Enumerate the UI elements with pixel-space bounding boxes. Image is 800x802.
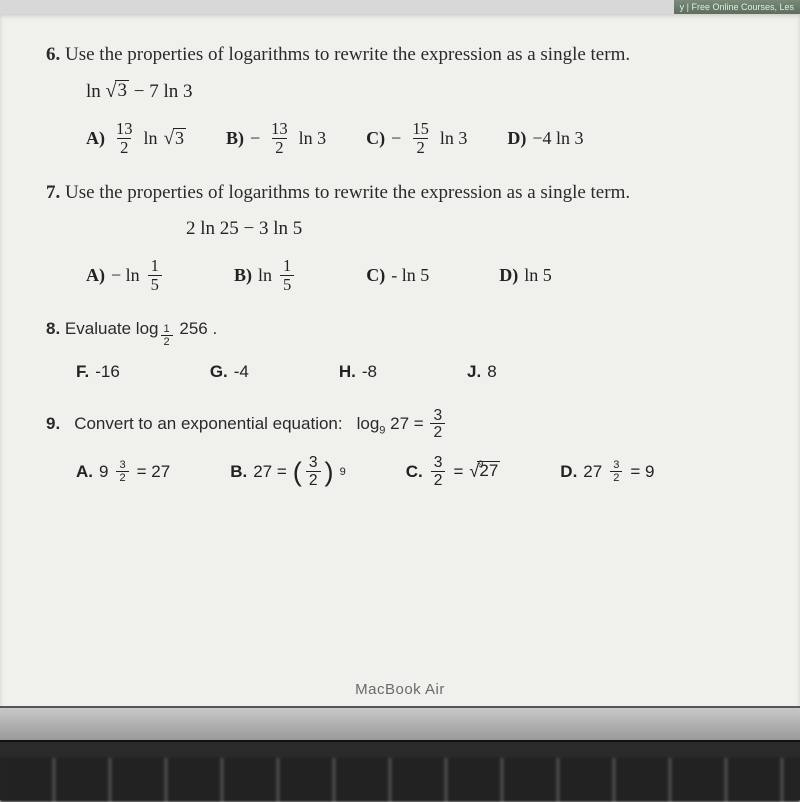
- q7-prompt: 7. Use the properties of logarithms to r…: [46, 182, 760, 204]
- q9-option-b: B. 27 = 329: [230, 455, 346, 488]
- q9-prompt: 9. Convert to an exponential equation: l…: [46, 408, 760, 441]
- q8-options: F.-16 G.-4 H.-8 J.8: [76, 362, 760, 382]
- q8-option-h: H.-8: [339, 362, 377, 382]
- q7-options: A) − ln 15 B) ln 15 C) - ln 5 D) ln 5: [86, 258, 760, 293]
- q7-text: Use the properties of logarithms to rewr…: [65, 182, 630, 203]
- q6-option-c: C) − 152 ln 3: [366, 121, 467, 156]
- question-9: 9. Convert to an exponential equation: l…: [46, 408, 760, 489]
- q6-text: Use the properties of logarithms to rewr…: [65, 44, 630, 65]
- q6-prompt: 6. Use the properties of logarithms to r…: [46, 44, 760, 66]
- macbook-label: MacBook Air: [0, 681, 800, 698]
- q8-prompt: 8. Evaluate log12 256 .: [46, 319, 760, 348]
- worksheet-page: 6. Use the properties of logarithms to r…: [0, 14, 800, 710]
- laptop-keyboard: [0, 740, 800, 800]
- q6-tail: − 7 ln 3: [134, 81, 193, 102]
- q6-option-a: A) 132 ln 3: [86, 121, 186, 156]
- q9-option-c: C. 32 = 927: [406, 455, 501, 488]
- q9-options: A. 932 = 27 B. 27 = 329 C. 32 = 927 D. 2…: [76, 455, 760, 488]
- q7-expression: 2 ln 25 − 3 ln 5: [186, 218, 760, 240]
- q8-option-g: G.-4: [210, 362, 249, 382]
- q6-number: 6.: [46, 44, 60, 65]
- q7-option-c: C) - ln 5: [366, 265, 429, 286]
- q9-option-d: D. 2732 = 9: [560, 460, 654, 484]
- q6-expression: ln 3 − 7 ln 3: [86, 80, 760, 103]
- q7-option-a: A) − ln 15: [86, 258, 164, 293]
- q8-option-j: J.8: [467, 362, 497, 382]
- q6-options: A) 132 ln 3 B) − 132 ln 3 C) − 152 ln 3 …: [86, 121, 760, 156]
- q6-option-b: B) − 132 ln 3: [226, 121, 326, 156]
- question-6: 6. Use the properties of logarithms to r…: [46, 44, 760, 156]
- q7-number: 7.: [46, 182, 60, 203]
- q7-option-d: D) ln 5: [499, 265, 552, 286]
- q6-ln: ln: [86, 81, 101, 102]
- question-7: 7. Use the properties of logarithms to r…: [46, 182, 760, 293]
- laptop-bezel: [0, 706, 800, 740]
- q8-option-f: F.-16: [76, 362, 120, 382]
- q6-option-d: D) −4 ln 3: [507, 128, 583, 149]
- q9-option-a: A. 932 = 27: [76, 460, 170, 484]
- q6-sqrt: 3: [106, 80, 129, 103]
- q9-given: log9 27 = 32: [357, 408, 448, 441]
- question-8: 8. Evaluate log12 256 . F.-16 G.-4 H.-8 …: [46, 319, 760, 382]
- q7-option-b: B) ln 15: [234, 258, 296, 293]
